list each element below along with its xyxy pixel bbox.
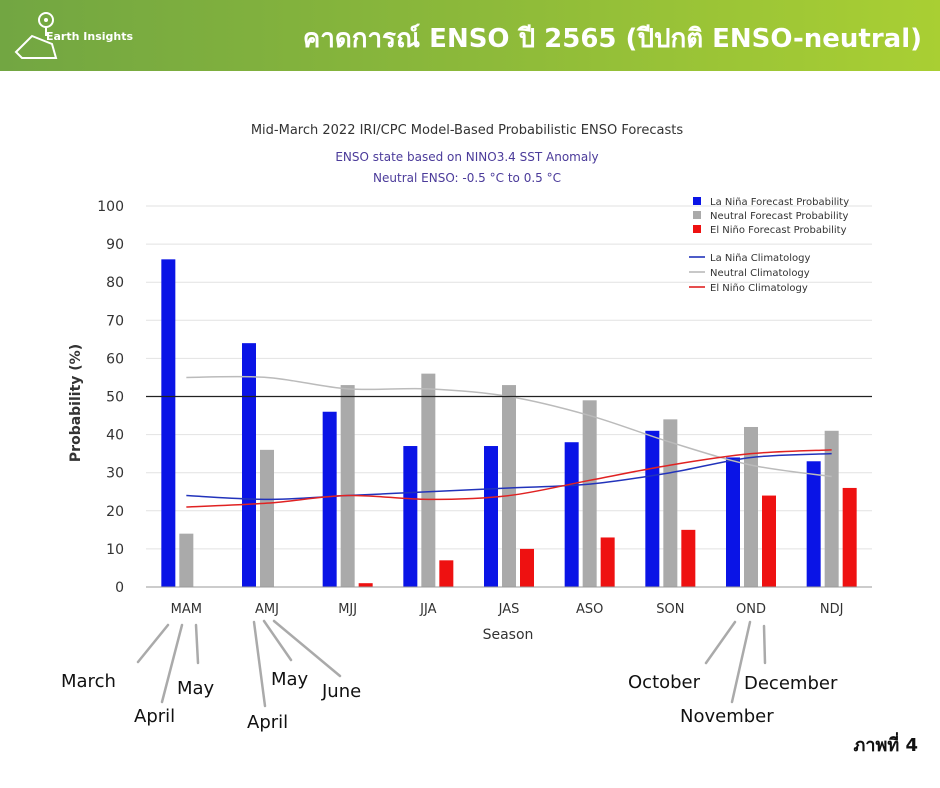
el-nino-bar: [439, 560, 454, 587]
x-tick-label: JAS: [498, 602, 520, 617]
y-tick-label: 70: [106, 313, 124, 329]
neutral-bar: [421, 373, 436, 587]
x-axis-label: Season: [483, 627, 534, 643]
legend-label: Neutral Climatology: [710, 268, 810, 279]
neutral-bar: [824, 430, 839, 587]
neutral-bar: [582, 400, 597, 587]
el-nino-climatology-line: [186, 449, 832, 508]
el-nino-bar: [600, 537, 615, 587]
y-tick-label: 30: [106, 466, 124, 482]
annotation-april: April: [134, 706, 176, 727]
la-nina-bar: [322, 411, 337, 587]
annotation-may: May: [271, 669, 309, 690]
annotation-may: May: [177, 678, 215, 699]
el-nino-bar: [681, 529, 696, 587]
la-nina-bar: [645, 430, 660, 587]
axes: 0 10 20 30 40 50 60 70 80 90 100 MAM AMJ MJJ JJA JAS ASO…: [97, 199, 872, 617]
x-tick-label: ASO: [576, 602, 603, 617]
annotation-march: March: [61, 671, 116, 692]
el-nino-bar: [520, 548, 534, 587]
legend-label: La Niña Forecast Probability: [710, 197, 849, 208]
x-tick-label: OND: [736, 602, 766, 617]
y-tick-label: 20: [106, 504, 124, 520]
earth-insights-logo-icon: [14, 12, 58, 59]
chart-subtitle-line-2: Neutral ENSO: -0.5 °C to 0.5 °C: [373, 171, 561, 185]
chart-subtitle-line-1: ENSO state based on NINO3.4 SST Anomaly: [335, 150, 598, 164]
chart-title: Mid-March 2022 IRI/CPC Model-Based Proba…: [251, 123, 684, 138]
la-nina-climatology-line: [186, 452, 832, 501]
la-nina-bar: [806, 461, 821, 587]
neutral-bar-legend-swatch: [693, 211, 701, 219]
la-nina-bar: [161, 259, 176, 587]
neutral-bar: [744, 426, 758, 587]
x-tick-label: AMJ: [255, 602, 279, 617]
neutral-bar: [260, 449, 274, 587]
annotation-april: April: [247, 712, 289, 733]
neutral-bar: [340, 385, 355, 587]
x-tick-label: JJA: [419, 602, 436, 617]
el-nino-bar-legend-swatch: [693, 225, 701, 233]
la-nina-bar: [403, 446, 418, 587]
la-nina-bar: [564, 442, 579, 587]
y-tick-label: 10: [106, 542, 124, 558]
y-tick-label: 100: [97, 199, 124, 215]
logo-text: Earth Insights: [46, 30, 134, 43]
y-tick-label: 90: [106, 237, 124, 253]
figure-caption: ภาพที่ 4: [853, 735, 919, 756]
header-banner: Earth Insights คาดการณ์ ENSO ปี 2565 (ปี…: [0, 0, 940, 71]
y-tick-label: 0: [115, 580, 124, 596]
x-tick-label: MJJ: [338, 602, 357, 617]
x-tick-label: SON: [656, 602, 684, 617]
legend-label: El Niño Climatology: [710, 283, 808, 294]
y-tick-label: 80: [106, 275, 124, 291]
x-tick-label: NDJ: [820, 602, 844, 617]
neutral-bar: [663, 419, 678, 587]
annotation-november: November: [680, 706, 774, 727]
neutral-bar: [179, 533, 194, 587]
la-nina-bar: [726, 457, 740, 587]
neutral-bar: [502, 385, 516, 587]
la-nina-bar: [484, 446, 498, 587]
legend-label: Neutral Forecast Probability: [710, 211, 849, 222]
y-axis-label: Probability (%): [68, 344, 84, 462]
la-nina-bar: [242, 343, 256, 587]
y-tick-label: 60: [106, 351, 124, 367]
el-nino-bar: [842, 487, 857, 587]
y-tick-label: 40: [106, 428, 124, 444]
annotation-june: June: [322, 681, 362, 702]
bars: [161, 259, 857, 587]
annotation-december: December: [744, 673, 838, 694]
annotation-october: October: [628, 672, 701, 693]
el-nino-bar: [762, 495, 776, 587]
enso-probability-chart: Mid-March 2022 IRI/CPC Model-Based Proba…: [68, 123, 872, 643]
el-nino-bar: [358, 583, 373, 587]
legend-label: La Niña Climatology: [710, 253, 810, 264]
legend-label: El Niño Forecast Probability: [710, 225, 847, 236]
page-title: คาดการณ์ ENSO ปี 2565 (ปีปกติ ENSO-neutr…: [302, 24, 922, 54]
y-tick-label: 50: [106, 390, 124, 406]
x-tick-label: MAM: [171, 602, 202, 617]
legend: La Niña Forecast Probability Neutral Fore…: [689, 197, 849, 294]
la-nina-bar-legend-swatch: [693, 197, 701, 205]
